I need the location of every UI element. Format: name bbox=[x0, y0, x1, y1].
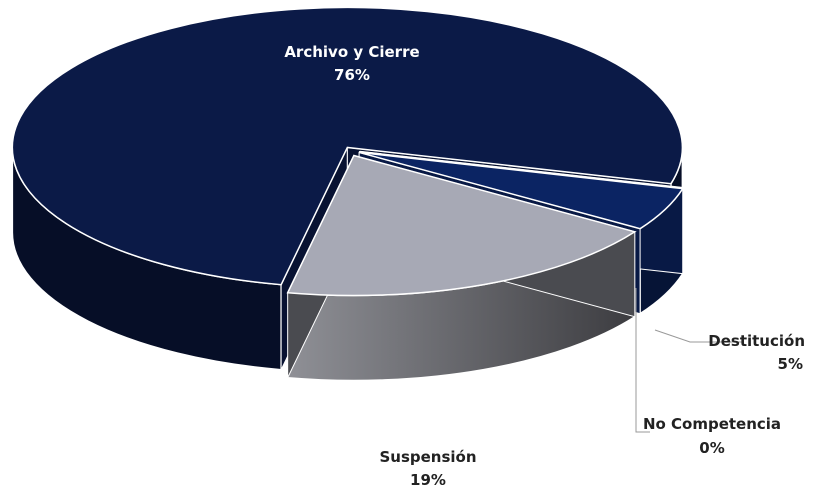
slice-value: 0% bbox=[699, 439, 724, 457]
slice bbox=[11, 6, 684, 286]
slice-label: Suspensión bbox=[379, 448, 476, 466]
slice bbox=[286, 154, 637, 297]
slice-label: Destitución bbox=[708, 332, 805, 350]
pie bbox=[11, 6, 685, 382]
leader-line bbox=[654, 329, 742, 343]
leader-line bbox=[635, 288, 650, 433]
slice-value: 76% bbox=[334, 66, 370, 84]
slice-label: Archivo y Cierre bbox=[284, 43, 419, 61]
slice-value: 19% bbox=[410, 471, 446, 487]
slice bbox=[359, 150, 684, 189]
slice-value: 5% bbox=[778, 355, 803, 373]
slice-label: No Competencia bbox=[643, 415, 781, 433]
slice bbox=[358, 151, 685, 230]
